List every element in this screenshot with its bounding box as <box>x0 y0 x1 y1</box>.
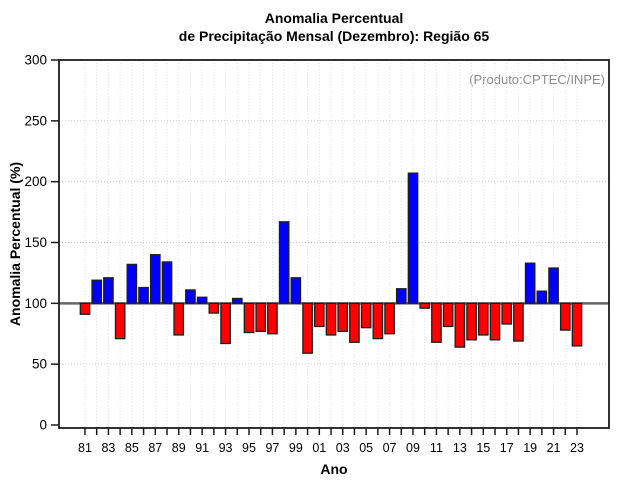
bar-2012 <box>442 302 454 328</box>
bar-2002 <box>325 302 337 336</box>
x-tick-label: 95 <box>242 441 256 455</box>
bar-1990 <box>185 289 196 304</box>
x-tick-label: 13 <box>453 441 467 455</box>
bar-2018 <box>513 302 524 342</box>
x-tick-label: 01 <box>312 441 326 455</box>
y-tick-label: 50 <box>32 357 47 372</box>
x-tick-label: 09 <box>406 441 420 455</box>
bar-1982 <box>91 279 103 304</box>
bar-2010 <box>419 302 431 309</box>
bar-1994 <box>231 297 243 304</box>
bar-1995 <box>243 302 255 334</box>
y-tick-label: 250 <box>24 113 47 128</box>
x-tick-label: 93 <box>219 441 233 455</box>
bar-1992 <box>208 302 220 314</box>
bar-2009 <box>407 172 419 304</box>
x-tick-label: 21 <box>547 441 561 455</box>
bar-2006 <box>372 302 384 340</box>
plot-border <box>58 59 610 429</box>
bar-2008 <box>395 288 407 304</box>
bar-1998 <box>278 221 290 304</box>
bar-2004 <box>349 302 360 343</box>
chart-title-line2: de Precipitação Mensal (Dezembro): Regiã… <box>178 28 490 44</box>
bar-1988 <box>161 261 173 304</box>
bar-2023 <box>571 302 583 347</box>
bar-2007 <box>384 302 395 335</box>
bar-2017 <box>501 302 513 325</box>
bar-2003 <box>337 302 349 332</box>
bar-2020 <box>536 290 548 304</box>
bar-1987 <box>149 254 161 304</box>
bar-2013 <box>454 302 466 348</box>
source-annotation: (Produto:CPTEC/INPE) <box>469 72 605 87</box>
bar-2014 <box>466 302 477 341</box>
bar-1991 <box>196 296 208 304</box>
bar-2011 <box>431 302 442 343</box>
bar-2016 <box>489 302 501 341</box>
x-tick-label: 99 <box>289 441 303 455</box>
bar-1984 <box>114 302 126 340</box>
bar-1985 <box>126 263 138 304</box>
x-tick-label: 11 <box>430 441 443 455</box>
x-tick-label: 05 <box>359 441 373 455</box>
x-tick-label: 07 <box>383 441 397 455</box>
bar-2005 <box>360 302 372 329</box>
x-tick-label: 91 <box>195 441 209 455</box>
bar-1999 <box>290 277 302 304</box>
bar-2001 <box>313 302 325 328</box>
x-tick-label: 83 <box>101 441 115 455</box>
chart-title-line1: Anomalia Percentual <box>264 10 404 26</box>
x-tick-label: 85 <box>125 441 139 455</box>
bar-1981 <box>79 302 91 315</box>
bar-1986 <box>138 286 149 304</box>
bar-2021 <box>548 267 559 304</box>
bar-2019 <box>524 262 536 304</box>
x-tick-label: 97 <box>265 441 279 455</box>
y-tick-label: 150 <box>24 235 47 250</box>
x-tick-label: 81 <box>78 441 92 455</box>
bar-1996 <box>255 302 267 332</box>
bar-2022 <box>559 302 571 331</box>
bar-2015 <box>477 302 489 336</box>
x-tick-label: 03 <box>336 441 350 455</box>
x-tick-label: 17 <box>500 441 514 455</box>
bar-1989 <box>173 302 185 336</box>
y-tick-label: 300 <box>24 53 47 68</box>
x-tick-label: 87 <box>148 441 162 455</box>
bar-1993 <box>220 302 231 345</box>
x-tick-label: 19 <box>523 441 537 455</box>
x-axis-label: Ano <box>320 461 348 477</box>
y-tick-label: 200 <box>24 174 47 189</box>
bar-2000 <box>302 302 313 354</box>
x-tick-label: 89 <box>172 441 186 455</box>
bar-1983 <box>103 277 114 304</box>
x-tick-label: 23 <box>570 441 584 455</box>
bar-1997 <box>267 302 278 335</box>
y-tick-label: 0 <box>39 418 47 433</box>
y-tick-label: 100 <box>24 296 47 311</box>
x-tick-label: 15 <box>476 441 490 455</box>
